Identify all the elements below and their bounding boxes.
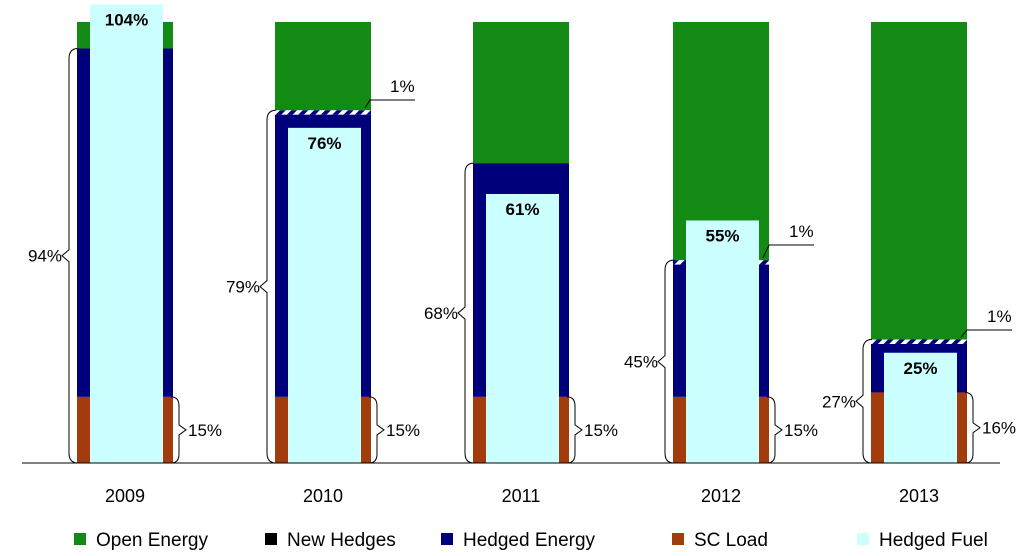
brace-sc-load-2013: [964, 391, 981, 464]
x-tick-2011: 2011: [502, 486, 541, 506]
bar-open-energy-2010: [275, 22, 371, 111]
bar-hedged-fuel-2013: [884, 352, 957, 463]
x-tick-2009: 2009: [105, 486, 145, 506]
sc-load-label-2012: 15%: [784, 421, 818, 440]
legend-label-new-hedges: New Hedges: [287, 530, 396, 551]
legend-swatch-open-energy: [74, 533, 86, 545]
total-hedged-label-2011: 68%: [424, 304, 458, 323]
bar-hedged-fuel-2011: [486, 193, 559, 464]
hedged-fuel-label-2011: 61%: [505, 200, 539, 219]
hedged-fuel-label-2009: 104%: [105, 10, 148, 29]
x-tick-2010: 2010: [303, 486, 343, 506]
total-hedged-label-2012: 45%: [624, 353, 658, 372]
total-hedged-label-2010: 79%: [226, 278, 260, 297]
brace-total-hedged-2011: [457, 162, 475, 464]
brace-sc-load-2010: [368, 396, 385, 464]
brace-total-hedged-2009: [61, 47, 79, 464]
hedged-fuel-label-2012: 55%: [705, 226, 739, 245]
sc-load-label-2009: 15%: [188, 421, 222, 440]
bar-open-energy-2011: [473, 22, 569, 164]
bar-open-energy-2013: [871, 22, 967, 340]
brace-total-hedged-2013: [855, 339, 873, 464]
sc-load-label-2011: 15%: [584, 421, 618, 440]
brace-total-hedged-2010: [259, 109, 277, 464]
hedged-fuel-label-2013: 25%: [903, 359, 937, 378]
callout-line-2013: [960, 329, 1012, 338]
legend-label-open-energy: Open Energy: [96, 530, 208, 551]
legend-swatch-sc-load: [672, 533, 684, 545]
x-tick-2013: 2013: [899, 486, 939, 506]
callout-line-2012: [762, 244, 814, 259]
bar-hedged-fuel-2009: [90, 4, 163, 464]
hedged-fuel-label-2010: 76%: [307, 134, 341, 153]
legend-label-sc-load: SC Load: [694, 530, 768, 551]
brace-total-hedged-2012: [657, 259, 675, 464]
brace-sc-load-2009: [170, 396, 187, 464]
total-hedged-label-2013: 27%: [822, 392, 856, 411]
new-hedges-label-2012: 1%: [789, 222, 814, 241]
bar-hedged-fuel-2012: [686, 220, 759, 463]
total-hedged-label-2009: 94%: [28, 247, 62, 266]
brace-sc-load-2011: [566, 396, 583, 464]
sc-load-label-2013: 16%: [982, 419, 1016, 438]
bar-new-hedges-2010: [275, 110, 371, 115]
sc-load-label-2010: 15%: [386, 421, 420, 440]
legend-swatch-hedged-energy: [441, 533, 453, 545]
new-hedges-label-2010: 1%: [390, 77, 415, 96]
legend-swatch-new-hedges: [265, 533, 277, 545]
bar-hedged-fuel-2010: [288, 127, 361, 463]
legend-label-hedged-energy: Hedged Energy: [463, 530, 596, 551]
brace-sc-load-2012: [766, 396, 783, 464]
legend: Open Energy New Hedges Hedged Energy SC Loa…: [74, 530, 988, 551]
legend-swatch-hedged-fuel: [857, 533, 869, 545]
x-tick-2012: 2012: [701, 486, 741, 506]
new-hedges-label-2013: 1%: [987, 307, 1012, 326]
callout-line-2010: [364, 99, 415, 109]
legend-label-hedged-fuel: Hedged Fuel: [879, 530, 988, 551]
bar-new-hedges-2013: [871, 339, 967, 344]
